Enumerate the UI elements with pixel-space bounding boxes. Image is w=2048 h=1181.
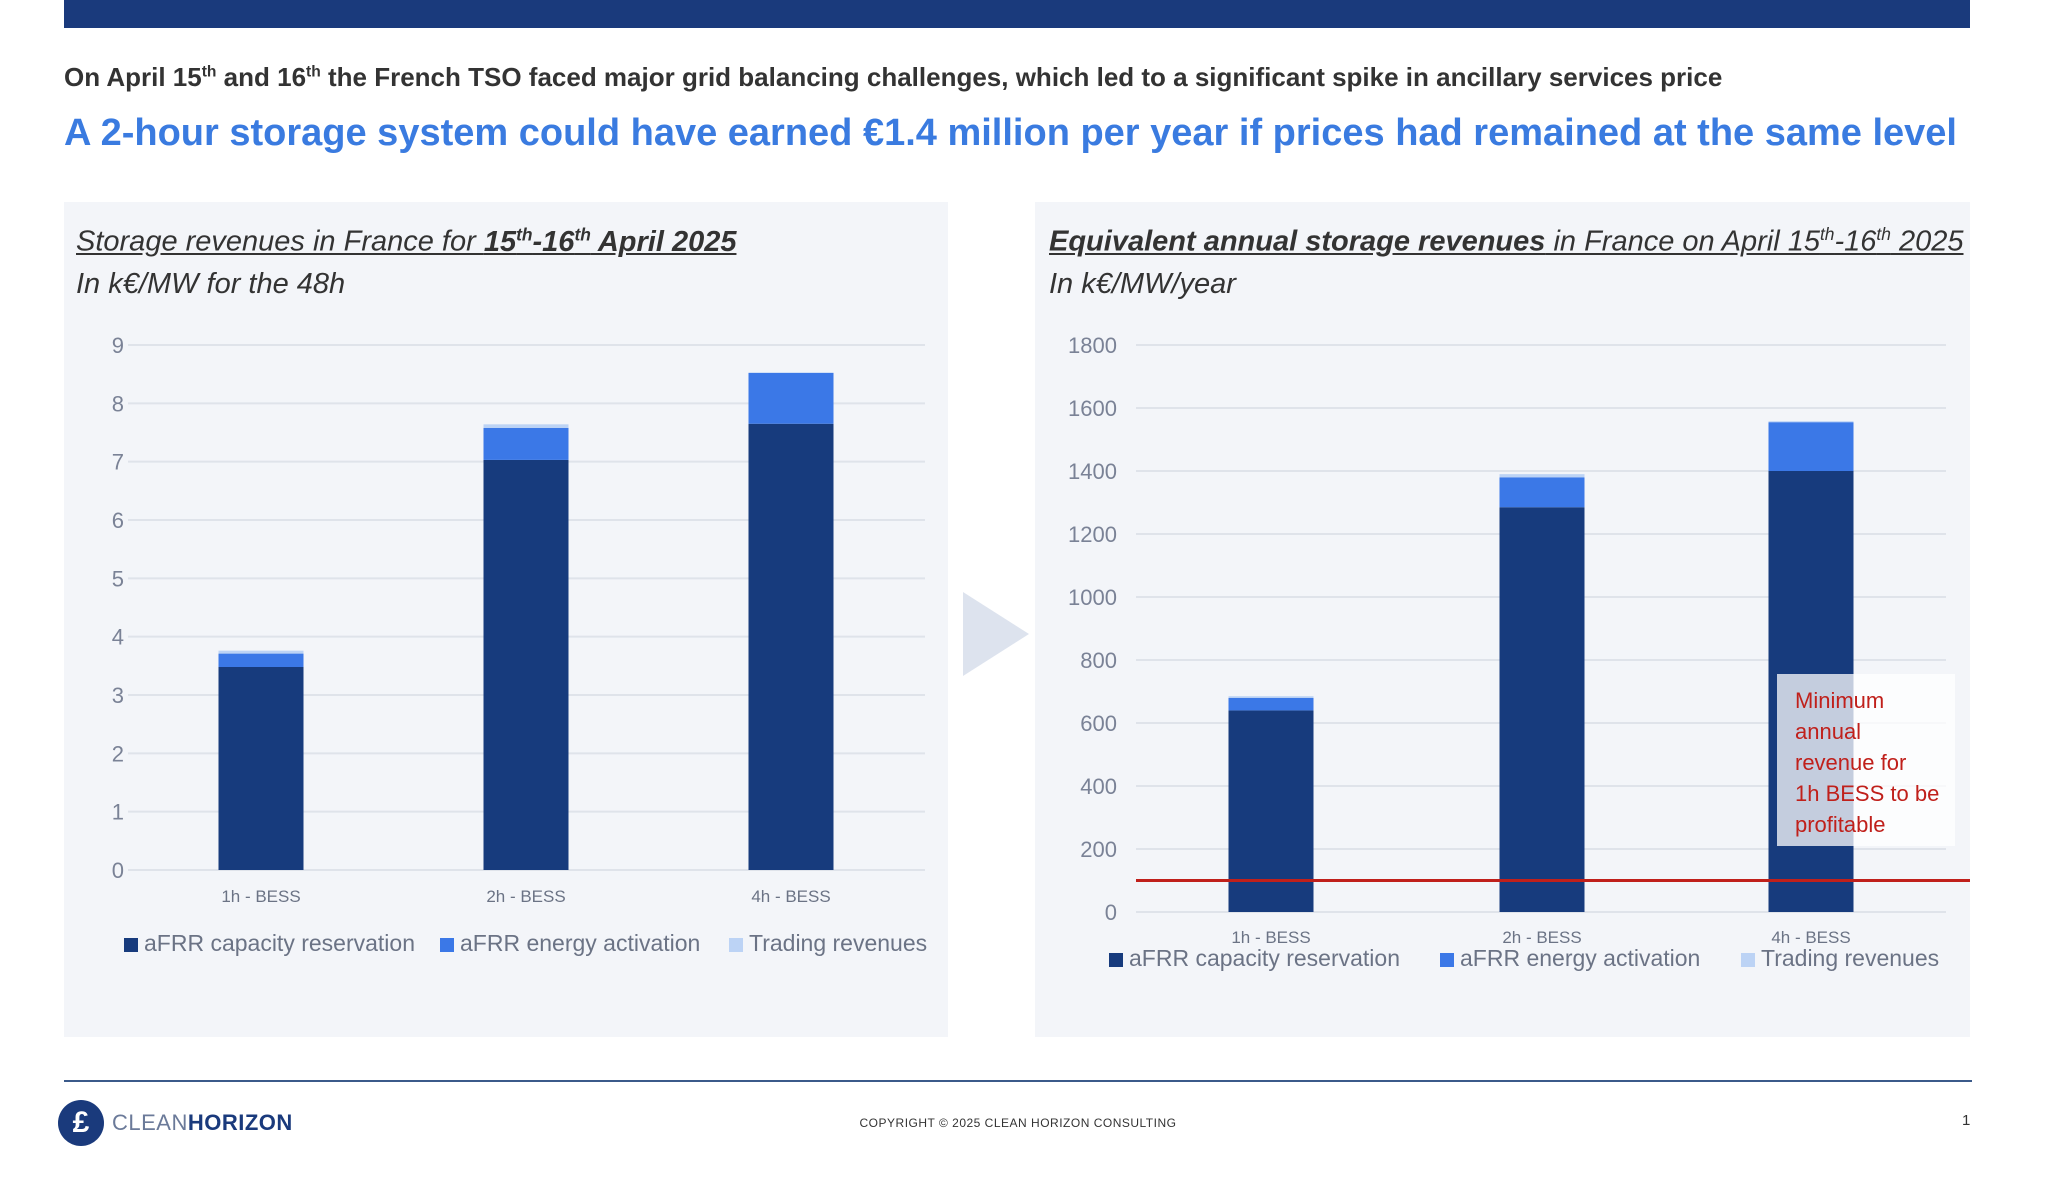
- bar-segment-afrr-energy-activation: [748, 373, 834, 424]
- page-number: 1: [1962, 1112, 1971, 1129]
- x-category-label: 2h - BESS: [1502, 928, 1581, 947]
- right-chart-panel: Equivalent annual storage revenues in Fr…: [1035, 202, 1970, 1037]
- threshold-annotation-line: annual: [1795, 719, 1861, 744]
- legend-swatch: [1109, 953, 1123, 967]
- legend-swatch: [1440, 953, 1454, 967]
- x-category-label: 4h - BESS: [751, 887, 830, 906]
- logo-text-light: CLEAN: [112, 1110, 188, 1135]
- top-banner-bar: [64, 0, 1970, 28]
- headline: A 2-hour storage system could have earne…: [64, 112, 1957, 154]
- y-tick-label: 6: [112, 508, 124, 533]
- left-chart-title: Storage revenues in France for 15th-16th…: [76, 224, 737, 258]
- bar-segment-afrr-capacity-reservation: [748, 423, 834, 870]
- y-tick-label: 7: [112, 450, 124, 475]
- bar-segment-afrr-energy-activation: [1499, 477, 1585, 508]
- y-tick-label: 2: [112, 741, 124, 766]
- logo-text-bold: HORIZON: [187, 1110, 293, 1135]
- y-tick-label: 0: [1105, 900, 1117, 925]
- y-tick-label: 9: [112, 333, 124, 358]
- clean-horizon-logo: £ CLEAN HORIZON: [58, 1100, 293, 1146]
- y-tick-label: 600: [1080, 711, 1117, 736]
- right-stacked-bar-chart: 0 200 400 600 800 1000 1200 1400 1600 1800 1h - BE…: [1068, 333, 1970, 971]
- bar-segment-afrr-capacity-reservation: [1499, 507, 1585, 912]
- right-chart-title: Equivalent annual storage revenues in Fr…: [1049, 224, 1964, 258]
- bar-segment-trading-revenues: [1499, 474, 1585, 478]
- y-tick-label: 1400: [1068, 459, 1117, 484]
- bar-segment-afrr-capacity-reservation: [218, 667, 304, 870]
- legend-swatch: [1741, 953, 1755, 967]
- threshold-annotation-line: 1h BESS to be: [1795, 781, 1939, 806]
- bar-segment-trading-revenues: [1228, 696, 1314, 698]
- y-tick-label: 8: [112, 391, 124, 416]
- y-tick-label: 1200: [1068, 522, 1117, 547]
- threshold-annotation-line: revenue for: [1795, 750, 1906, 775]
- threshold-annotation-line: profitable: [1795, 812, 1886, 837]
- legend-swatch: [729, 938, 743, 952]
- arrow-right-icon: [963, 592, 1029, 676]
- y-tick-label: 1000: [1068, 585, 1117, 610]
- bar-segment-afrr-energy-activation: [218, 653, 304, 667]
- annotation-box: [1777, 674, 1955, 846]
- y-tick-label: 400: [1080, 774, 1117, 799]
- left-chart-subtitle: In k€/MW for the 48h: [76, 268, 346, 300]
- threshold-annotation-line: Minimum: [1795, 688, 1884, 713]
- left-chart-panel: Storage revenues in France for 15th-16th…: [64, 202, 948, 1037]
- y-tick-label: 1600: [1068, 396, 1117, 421]
- x-category-label: 4h - BESS: [1771, 928, 1850, 947]
- bar-segment-afrr-capacity-reservation: [483, 459, 569, 870]
- y-tick-label: 800: [1080, 648, 1117, 673]
- bar-segment-afrr-energy-activation: [1228, 697, 1314, 711]
- bar-segment-trading-revenues: [1768, 421, 1854, 423]
- legend-label: Trading revenues: [749, 930, 927, 956]
- y-tick-label: 5: [112, 566, 124, 591]
- copyright: COPYRIGHT © 2025 CLEAN HORIZON CONSULTIN…: [859, 1116, 1177, 1130]
- legend-swatch: [124, 938, 138, 952]
- y-tick-label: 0: [112, 858, 124, 883]
- legend-label: aFRR energy activation: [460, 930, 700, 956]
- x-category-label: 1h - BESS: [1231, 928, 1310, 947]
- y-tick-label: 3: [112, 683, 124, 708]
- y-tick-label: 200: [1080, 837, 1117, 862]
- y-tick-label: 1: [112, 800, 124, 825]
- footer-divider: [64, 1080, 1972, 1082]
- y-tick-label: 4: [112, 625, 124, 650]
- y-tick-label: 1800: [1068, 333, 1117, 358]
- bar-segment-trading-revenues: [483, 424, 569, 428]
- legend-label: aFRR energy activation: [1460, 945, 1700, 971]
- x-category-label: 2h - BESS: [486, 887, 565, 906]
- legend-swatch: [440, 938, 454, 952]
- bar-segment-afrr-energy-activation: [483, 427, 569, 460]
- bar-segment-afrr-energy-activation: [1768, 422, 1854, 471]
- left-stacked-bar-chart: 0 1 2 3 4 5 6 7 8 9 1h - BESS 2h - BESS 4h - BESS aFR…: [112, 333, 927, 956]
- bar-segment-afrr-capacity-reservation: [1228, 710, 1314, 912]
- context-statement: On April 15th and 16th the French TSO fa…: [64, 62, 1723, 92]
- right-chart-subtitle: In k€/MW/year: [1049, 268, 1236, 300]
- bar-segment-trading-revenues: [218, 650, 304, 654]
- legend-label: Trading revenues: [1761, 945, 1939, 971]
- legend-label: aFRR capacity reservation: [1129, 945, 1400, 971]
- bar-segment-trading-revenues: [748, 372, 834, 373]
- x-category-label: 1h - BESS: [221, 887, 300, 906]
- logo-icon: £: [58, 1100, 104, 1146]
- legend-label: aFRR capacity reservation: [144, 930, 415, 956]
